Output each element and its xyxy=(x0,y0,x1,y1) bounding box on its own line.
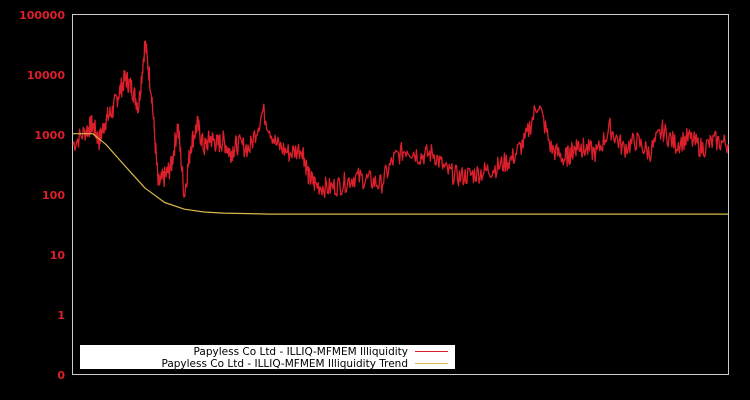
series-lines xyxy=(72,40,729,215)
y-tick-label: 0 xyxy=(57,369,65,382)
plot-frame xyxy=(72,14,729,375)
y-tick-label: 10 xyxy=(50,249,66,262)
legend: Papyless Co Ltd - ILLIQ-MFMEM Illiquidit… xyxy=(80,345,455,370)
y-tick-label: 1000 xyxy=(34,129,65,142)
y-tick-label: 100000 xyxy=(19,9,65,22)
legend-label-illiquidity: Papyless Co Ltd - ILLIQ-MFMEM Illiquidit… xyxy=(194,346,408,358)
legend-box xyxy=(80,345,455,369)
y-tick-label: 100 xyxy=(42,189,65,202)
y-tick-label: 10000 xyxy=(27,69,66,82)
y-tick-label: 1 xyxy=(57,309,65,322)
series-illiquidity-line xyxy=(72,40,729,199)
legend-label-trend: Papyless Co Ltd - ILLIQ-MFMEM Illiquidit… xyxy=(161,358,408,370)
series-trend-line xyxy=(73,133,728,215)
